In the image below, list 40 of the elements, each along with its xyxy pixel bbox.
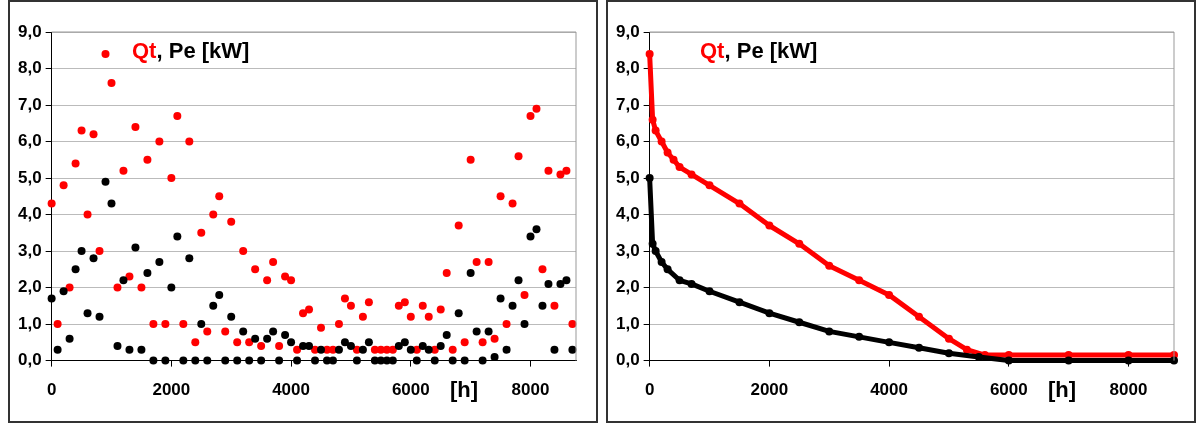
x-tick-label: 0: [644, 380, 655, 400]
x-tick-label: 2000: [750, 380, 789, 400]
annotation: ,: [724, 38, 732, 63]
y-tick-label: 2,0: [17, 277, 42, 297]
y-tick-label: 6,0: [615, 131, 640, 151]
y-tick-label: 1,0: [17, 313, 42, 333]
y-tick-label: 4,0: [615, 204, 640, 224]
y-tick-label: 0,0: [17, 350, 42, 370]
y-tick-label: 9,0: [615, 21, 640, 41]
y-axis-title: [kW]: [769, 38, 818, 63]
y-tick-label: 3,0: [17, 240, 42, 260]
y-tick-label: 4,0: [17, 204, 42, 224]
y-tick-label: 9,0: [17, 21, 42, 41]
y-tick-label: 7,0: [17, 94, 42, 114]
x-tick-label: 6000: [391, 380, 430, 400]
text: Pe: [736, 38, 764, 63]
y-tick-label: 2,0: [615, 277, 640, 297]
series-label: Qt: [132, 38, 157, 63]
y-tick-label: 8,0: [17, 58, 42, 78]
y-tick-label: 5,0: [615, 167, 640, 187]
x-tick-label: 4000: [870, 380, 908, 400]
y-tick-label: 3,0: [615, 240, 640, 260]
x-tick-label: 4000: [272, 380, 310, 400]
y-tick-label: 6,0: [17, 131, 42, 151]
y-tick-label: 1,0: [615, 313, 640, 333]
annotation: ,: [156, 38, 164, 63]
y-axis-title: [kW]: [201, 38, 250, 63]
y-tick-label: 8,0: [615, 58, 640, 78]
x-axis-title: [h]: [1046, 377, 1079, 403]
x-tick-label: 8000: [1109, 380, 1148, 400]
text: Qt: [700, 38, 725, 63]
x-tick-label: 0: [46, 380, 57, 400]
x-tick-label: 6000: [989, 380, 1028, 400]
x-tick-label: 8000: [511, 380, 550, 400]
y-tick-label: 7,0: [615, 94, 640, 114]
x-tick-label: 2000: [152, 380, 191, 400]
y-tick-label: 5,0: [17, 167, 42, 187]
text: Pe: [168, 38, 196, 63]
y-tick-label: 0,0: [615, 350, 640, 370]
x-axis-title: [h]: [448, 377, 481, 403]
